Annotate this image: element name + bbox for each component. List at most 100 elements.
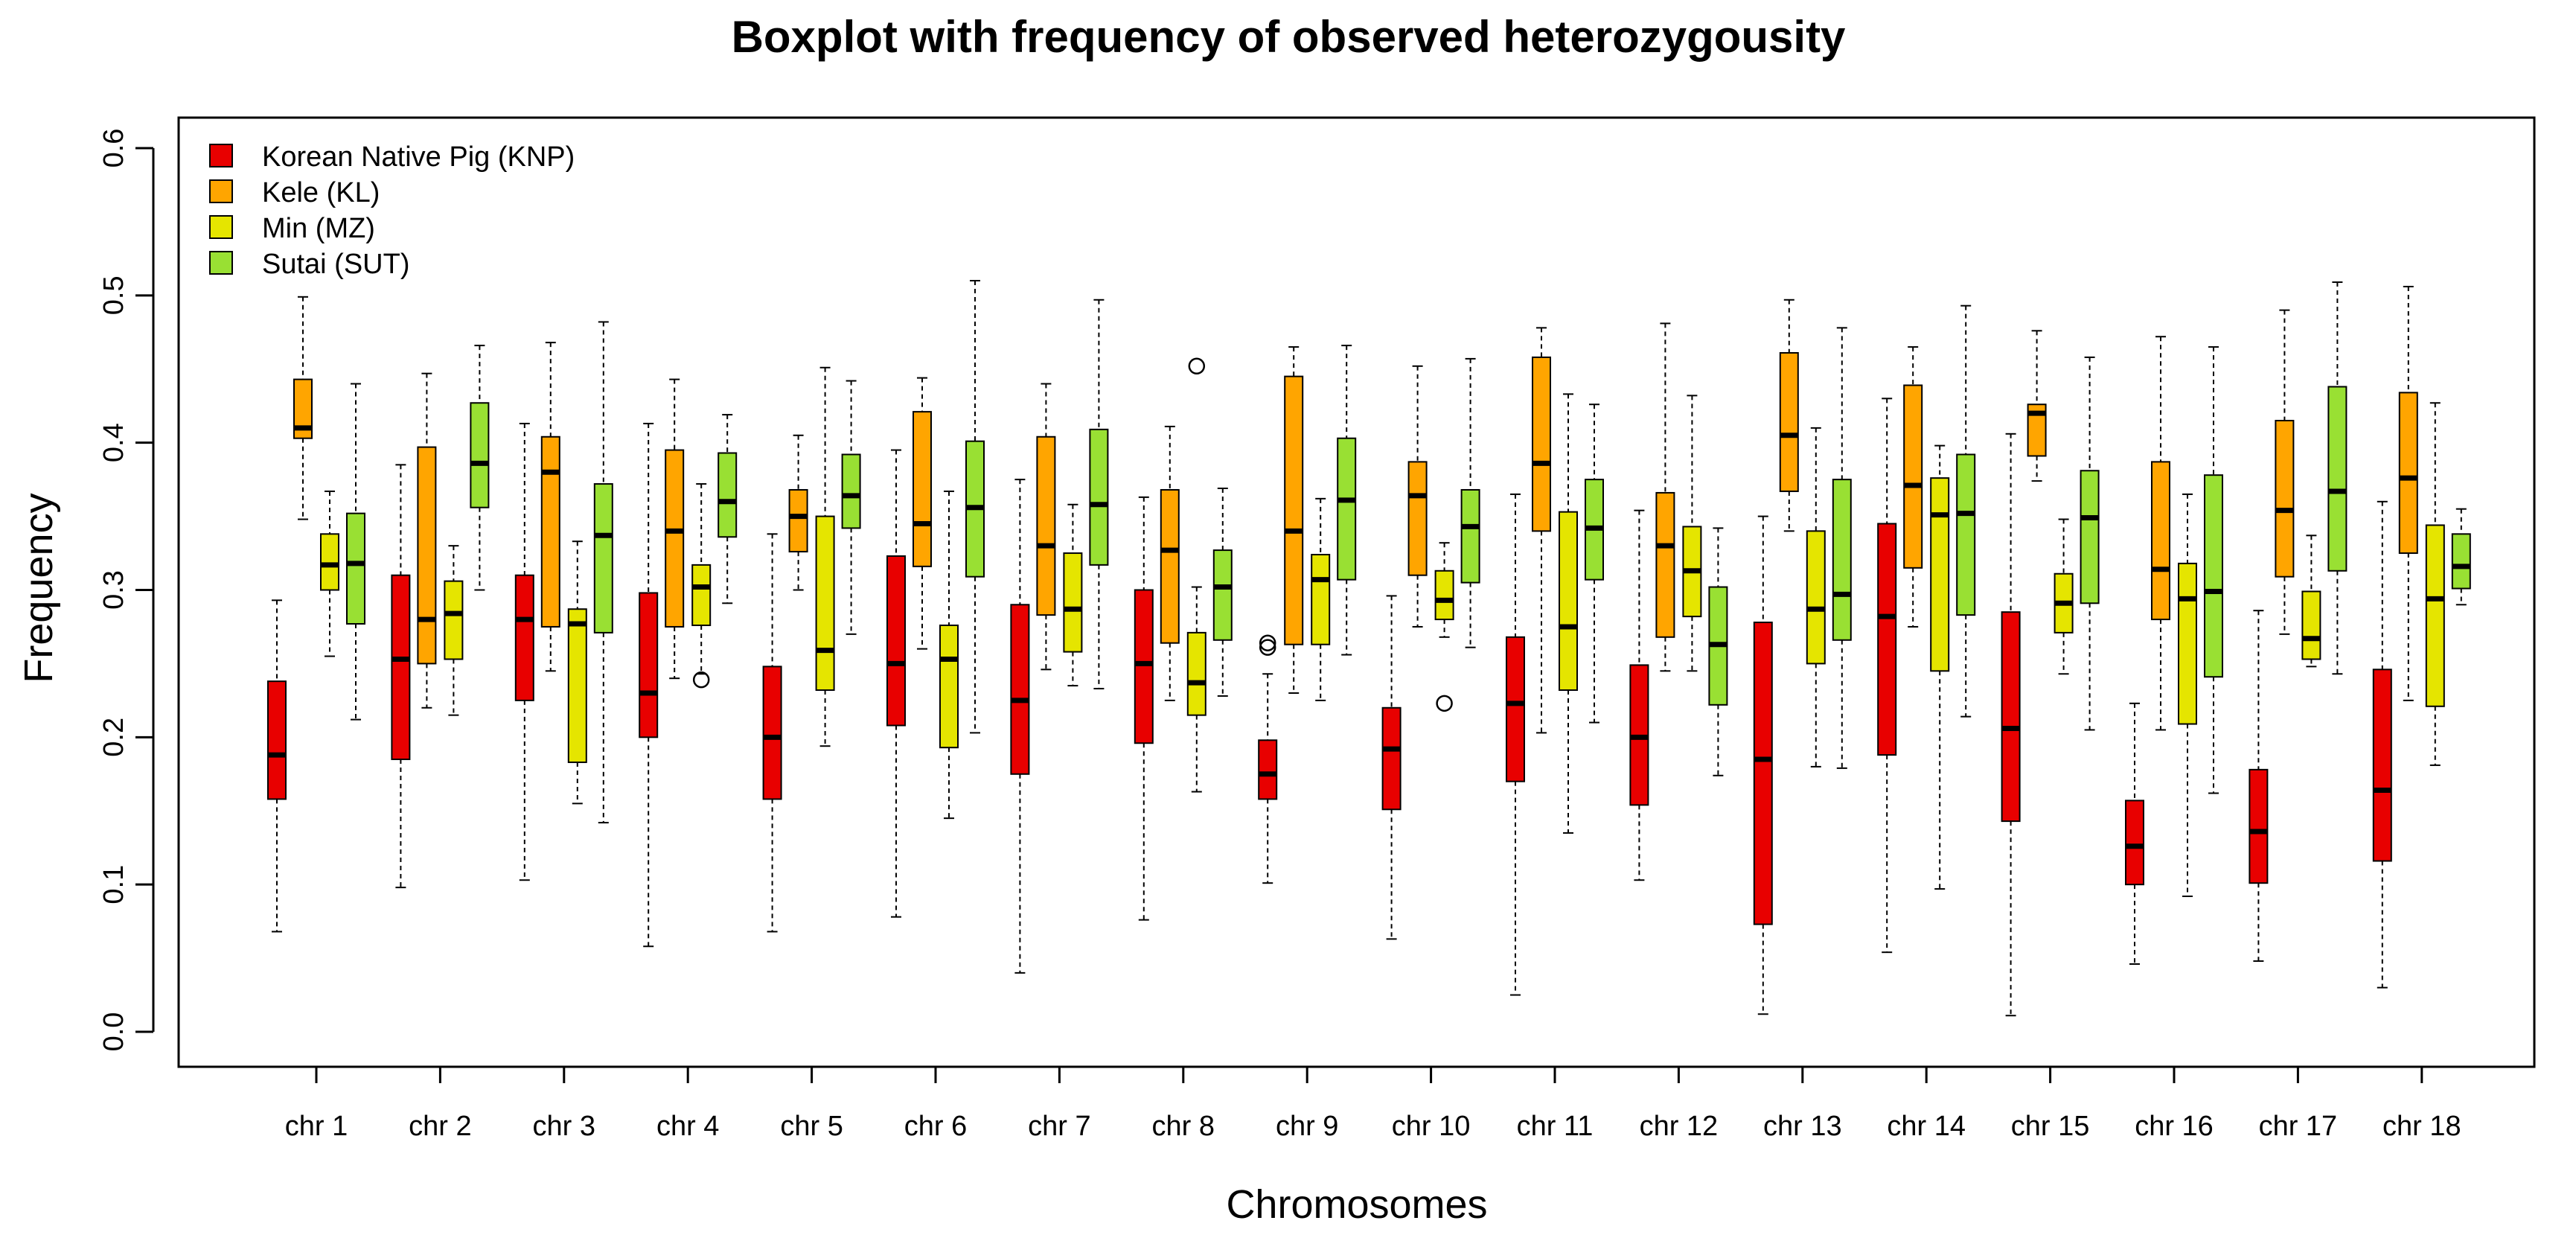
box-sutai-sut--chr14 <box>1956 304 1976 718</box>
box-min-mz--chr8 <box>1186 357 1206 793</box>
box-kele-kl--chr6 <box>913 377 932 650</box>
box-kele-kl--chr18 <box>2398 285 2418 701</box>
box-sutai-sut--chr8 <box>1212 487 1233 697</box>
x-tick-label: chr 2 <box>409 1111 471 1142</box>
box-sutai-sut--chr16 <box>2204 346 2223 794</box>
box-iqr <box>788 488 808 553</box>
box-iqr <box>2001 611 2021 823</box>
box-sutai-sut--chr9 <box>1337 345 1357 656</box>
box-min-mz--chr3 <box>567 540 587 805</box>
box-iqr <box>1832 479 1852 641</box>
box-sutai-sut--chr13 <box>1832 327 1852 769</box>
box-iqr <box>470 402 490 508</box>
x-tick-label: chr 8 <box>1152 1111 1215 1142</box>
box-iqr <box>1407 461 1428 576</box>
y-tick-label: 0.3 <box>98 570 130 610</box>
box-sutai-sut--chr4 <box>717 414 738 604</box>
box-kele-kl--chr17 <box>2275 309 2295 635</box>
box-min-mz--chr18 <box>2425 402 2445 766</box>
legend-swatch <box>209 215 233 239</box>
box-iqr <box>593 483 613 634</box>
box-iqr <box>665 449 685 628</box>
legend-swatch <box>209 179 233 203</box>
box-sutai-sut--chr18 <box>2451 508 2471 606</box>
box-iqr <box>1434 569 1454 621</box>
box-min-mz--chr9 <box>1311 497 1331 701</box>
y-tick-label: 0.1 <box>98 865 130 904</box>
box-kele-kl--chr5 <box>788 434 808 591</box>
box-iqr <box>639 592 659 738</box>
box-iqr <box>1063 552 1083 653</box>
box-kele-kl--chr14 <box>1903 346 1923 628</box>
box-iqr <box>2301 590 2321 660</box>
box-iqr <box>417 446 437 665</box>
y-tick-label: 0.0 <box>98 1012 130 1052</box>
box-korean-native-pig-knp--chr12 <box>1629 509 1649 881</box>
box-min-mz--chr5 <box>815 366 835 747</box>
box-kele-kl--chr15 <box>2027 330 2047 482</box>
box-iqr <box>2125 800 2144 886</box>
x-axis-label: Chromosomes <box>1226 1182 1487 1227</box>
x-tick-label: chr 3 <box>533 1111 595 1142</box>
box-iqr <box>1806 530 1826 665</box>
box-kele-kl--chr4 <box>665 378 685 680</box>
box-iqr <box>691 564 712 626</box>
box-kele-kl--chr16 <box>2151 336 2170 731</box>
box-iqr <box>391 574 411 761</box>
box-min-mz--chr12 <box>1682 395 1702 672</box>
x-tick-label: chr 4 <box>656 1111 719 1142</box>
y-tick-label: 0.5 <box>98 275 130 315</box>
box-iqr <box>939 624 959 749</box>
box-sutai-sut--chr12 <box>1708 527 1728 776</box>
box-korean-native-pig-knp--chr10 <box>1381 595 1402 940</box>
box-iqr <box>2425 524 2445 707</box>
box-sutai-sut--chr1 <box>346 383 365 721</box>
box-iqr <box>1284 375 1304 645</box>
x-tick-label: chr 11 <box>1517 1111 1594 1142</box>
box-iqr <box>1930 477 1950 672</box>
box-sutai-sut--chr17 <box>2327 281 2348 675</box>
box-sutai-sut--chr7 <box>1089 299 1109 690</box>
outlier-point <box>1436 695 1453 712</box>
box-kele-kl--chr10 <box>1407 365 1428 628</box>
y-axis-label: Frequency <box>16 493 61 683</box>
box-iqr <box>717 452 738 538</box>
box-kele-kl--chr12 <box>1655 322 1675 672</box>
x-tick-label: chr 5 <box>780 1111 843 1142</box>
box-iqr <box>2398 392 2418 555</box>
legend-swatch <box>209 251 233 275</box>
box-iqr <box>267 680 287 800</box>
box-iqr <box>1134 589 1154 744</box>
box-korean-native-pig-knp--chr18 <box>2372 500 2392 989</box>
box-korean-native-pig-knp--chr15 <box>2001 433 2021 1017</box>
box-korean-native-pig-knp--chr13 <box>1753 515 1773 1015</box>
box-iqr <box>1212 549 1233 641</box>
box-iqr <box>1655 491 1675 638</box>
box-iqr <box>913 411 932 567</box>
x-axis: chr 1 chr 2 chr 3 chr 4 chr 5 chr 6 chr 7 chr 8… <box>285 1065 2461 1142</box>
box-kele-kl--chr1 <box>293 296 313 520</box>
box-korean-native-pig-knp--chr16 <box>2125 702 2144 965</box>
box-iqr <box>762 666 782 800</box>
x-tick-label: chr 12 <box>1640 1111 1719 1142</box>
x-tick-label: chr 15 <box>2011 1111 2090 1142</box>
box-iqr <box>1311 554 1331 645</box>
box-kele-kl--chr2 <box>417 372 437 709</box>
box-iqr <box>1160 488 1180 644</box>
x-tick-label: chr 13 <box>1763 1111 1842 1142</box>
x-tick-label: chr 16 <box>2135 1111 2214 1142</box>
y-tick-label: 0.2 <box>98 718 130 757</box>
legend-label: Min (MZ) <box>262 213 375 244</box>
box-min-mz--chr7 <box>1063 503 1083 687</box>
box-iqr <box>2372 669 2392 862</box>
y-tick-label: 0.6 <box>98 129 130 168</box>
plot-frame <box>177 116 2536 1068</box>
legend-swatch <box>209 144 233 167</box>
box-iqr <box>2204 474 2223 678</box>
box-min-mz--chr16 <box>2178 493 2197 897</box>
box-iqr <box>1779 351 1799 492</box>
box-iqr <box>886 555 906 727</box>
box-sutai-sut--chr15 <box>2080 356 2100 731</box>
chart-title: Boxplot with frequency of observed heter… <box>732 12 1846 62</box>
box-iqr <box>1010 604 1030 775</box>
